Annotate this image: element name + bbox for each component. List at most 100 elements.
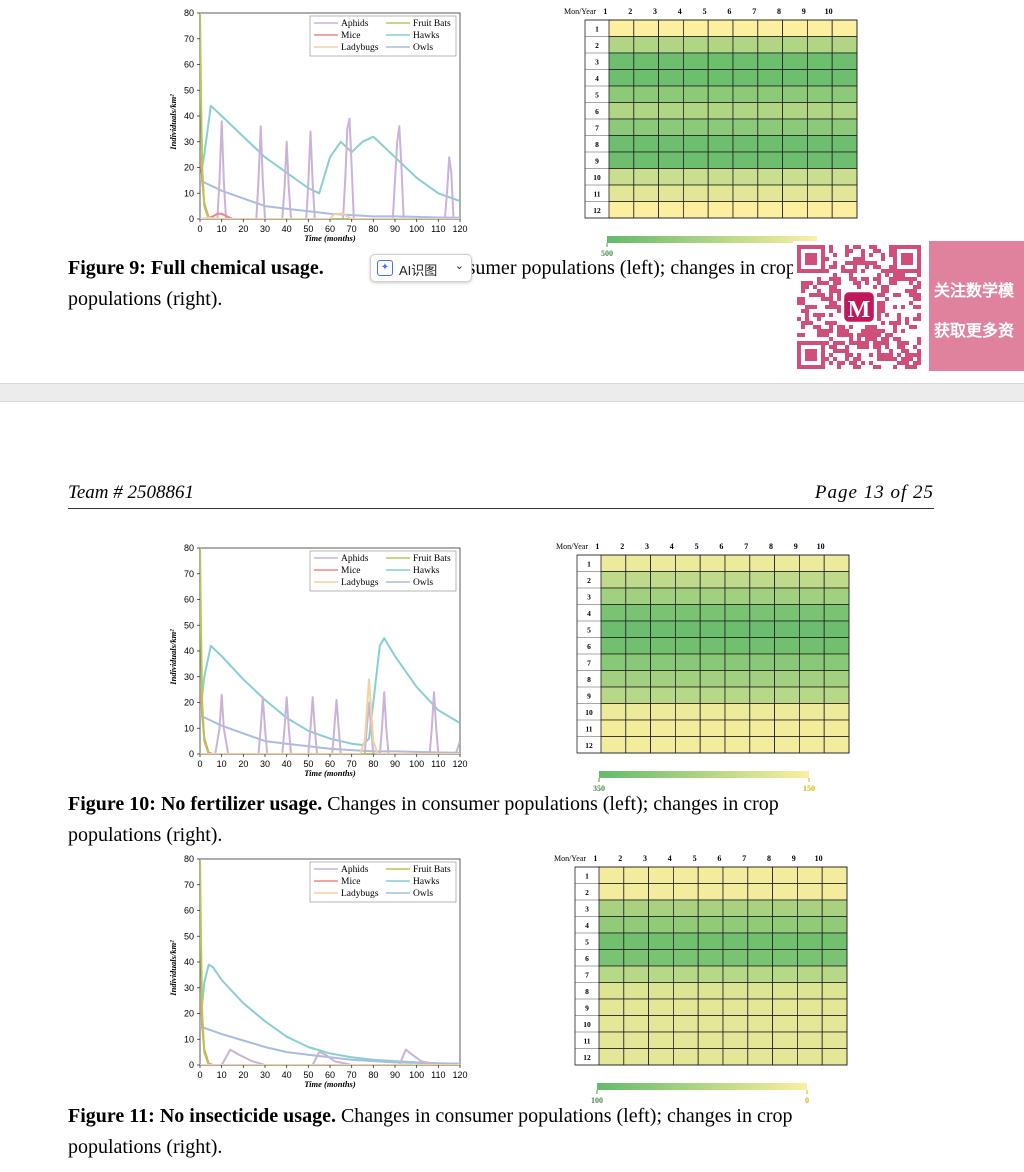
qr-module (901, 277, 905, 281)
heatmap-cell (747, 1048, 774, 1066)
heatmap-cell (774, 554, 800, 572)
qr-module (857, 353, 861, 357)
heatmap-cell (674, 703, 701, 721)
heatmap-cell (633, 69, 660, 87)
heatmap-cell (600, 587, 627, 605)
heatmap-cell (674, 719, 701, 737)
x-tick-label: 30 (260, 224, 270, 234)
figure-10-caption: Figure 10: No fertilizer usage. Changes … (68, 789, 928, 851)
qr-module (889, 333, 893, 337)
legend-label-ladybugs: Ladybugs (341, 43, 379, 53)
y-tick-label: 60 (184, 60, 194, 70)
qr-module (865, 325, 869, 329)
qr-module (869, 253, 873, 257)
qr-module (905, 357, 909, 361)
heatmap-cell (772, 965, 798, 983)
qr-module (865, 277, 869, 281)
qr-module (837, 281, 841, 285)
heatmap-cell (806, 52, 833, 70)
page-header: Team # 2508861 Page 13 of 25 (68, 482, 934, 509)
qr-module (877, 313, 881, 317)
column-header: 10 (825, 7, 833, 16)
qr-module (861, 261, 865, 265)
qr-module (881, 301, 885, 305)
qr-module (897, 361, 901, 365)
heatmap-cell (747, 1031, 774, 1049)
qr-module (837, 325, 841, 329)
heatmap-cell (598, 998, 625, 1016)
qr-module (829, 297, 833, 301)
qr-module (821, 333, 825, 337)
legend-label-mice: Mice (341, 566, 361, 576)
heatmap-cell (650, 637, 676, 655)
qr-module (829, 305, 833, 309)
heatmap-cell (831, 168, 858, 186)
row-header: 4 (587, 609, 591, 618)
qr-module (885, 345, 889, 349)
row-header: 11 (593, 189, 600, 198)
heatmap-cell (658, 135, 684, 153)
qr-module (829, 361, 833, 365)
qr-module (841, 265, 845, 269)
heatmap-cell (823, 637, 850, 655)
heatmap-cell (722, 1015, 749, 1033)
heatmap-cell (648, 949, 674, 967)
row-header: 1 (587, 559, 591, 568)
qr-module (873, 277, 877, 281)
line-chart-fig11: 0 10 20 30 40 50 60 70 80 0 10 20 30 40 50 60 70 80 90 100 1… (168, 854, 468, 1089)
heatmap-cell (650, 620, 676, 638)
heatmap-cell (707, 36, 734, 54)
heatmap-cell (707, 151, 734, 169)
qr-module (837, 329, 841, 333)
heatmap-cell (608, 201, 635, 219)
heatmap-cell (682, 102, 709, 120)
heatmap-cell (650, 719, 676, 737)
qr-module (845, 253, 849, 257)
heatmap-cell (625, 571, 652, 589)
legend-label-aphids: Aphids (341, 865, 369, 875)
heatmap-cell (806, 201, 833, 219)
qr-module (893, 325, 897, 329)
qr-module (845, 357, 849, 361)
qr-module (893, 277, 897, 281)
scale-max-label: 350 (593, 784, 605, 793)
heatmap-cell (699, 736, 726, 754)
y-tick-label: 70 (184, 34, 194, 44)
heatmap-cell (682, 151, 709, 169)
heatmap-cell (823, 719, 850, 737)
heatmap-cell (625, 670, 652, 688)
row-header: 3 (587, 592, 591, 601)
legend-label-aphids: Aphids (341, 19, 369, 29)
line-chart-fig10: 0 10 20 30 40 50 60 70 80 0 10 20 30 40 50 60 70 80 90 100 1… (168, 543, 468, 778)
heatmap-cell (697, 1031, 724, 1049)
promo-banner[interactable]: M 关注数学模 获取更多资 (793, 241, 1024, 373)
heatmap-cell (598, 1048, 625, 1066)
qr-module (889, 245, 893, 249)
x-tick-label: 60 (325, 1070, 335, 1080)
qr-module (901, 305, 905, 309)
heatmap-cell (658, 36, 684, 54)
heatmap-cell (772, 1048, 798, 1066)
heatmap-cell (672, 916, 699, 934)
heatmap-cell (608, 135, 635, 153)
qr-module (857, 333, 861, 337)
qr-module (913, 293, 917, 297)
qr-module (869, 337, 873, 341)
qr-module (825, 357, 829, 361)
qr-module (881, 329, 885, 333)
heatmap-cell (648, 866, 674, 884)
x-tick-label: 70 (347, 224, 357, 234)
qr-module (885, 337, 889, 341)
heatmap-cell (732, 102, 759, 120)
heatmap-cell (658, 201, 684, 219)
qr-module (861, 257, 865, 261)
ai-image-recognition-button[interactable]: ✦ AI识图 ⌄ (370, 254, 472, 282)
series-aphids (200, 1048, 460, 1065)
qr-module (853, 245, 857, 249)
y-tick-label: 50 (184, 620, 194, 630)
heatmap-cell (747, 949, 774, 967)
heatmap-cell (782, 118, 808, 136)
x-tick-label: 110 (431, 759, 445, 769)
column-header: 10 (815, 854, 823, 863)
